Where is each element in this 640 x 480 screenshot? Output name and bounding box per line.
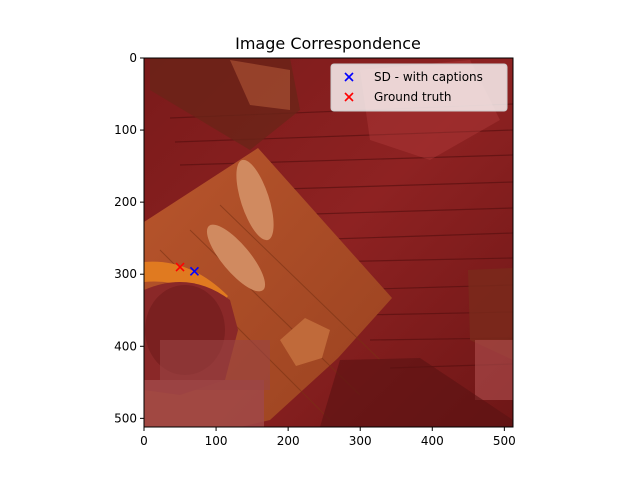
x-tick-label: 300 <box>349 434 372 448</box>
legend: SD - with captions Ground truth <box>330 63 508 112</box>
x-tick-label: 100 <box>205 434 228 448</box>
y-tick-label: 200 <box>114 195 137 209</box>
x-axis: 0 100 200 300 400 500 <box>140 427 516 448</box>
y-tick-label: 300 <box>114 267 137 281</box>
x-tick-label: 400 <box>421 434 444 448</box>
x-tick-label: 0 <box>140 434 148 448</box>
legend-label-1: Ground truth <box>374 90 452 104</box>
legend-marker-0 <box>344 72 354 82</box>
x-tick-label: 500 <box>493 434 516 448</box>
data-point-series-1 <box>175 262 185 272</box>
background-photo <box>144 58 513 427</box>
legend-marker-1 <box>344 92 354 102</box>
y-axis: 0 100 200 300 400 500 <box>114 51 144 425</box>
chart-title: Image Correspondence <box>235 34 421 53</box>
y-tick-label: 0 <box>129 51 137 65</box>
legend-label-0: SD - with captions <box>374 70 483 84</box>
y-tick-label: 500 <box>114 411 137 425</box>
y-tick-label: 400 <box>114 339 137 353</box>
x-tick-label: 200 <box>277 434 300 448</box>
data-points <box>175 262 200 276</box>
plot-frame <box>143 57 514 428</box>
data-point-series-0 <box>189 266 200 276</box>
y-tick-label: 100 <box>114 123 137 137</box>
